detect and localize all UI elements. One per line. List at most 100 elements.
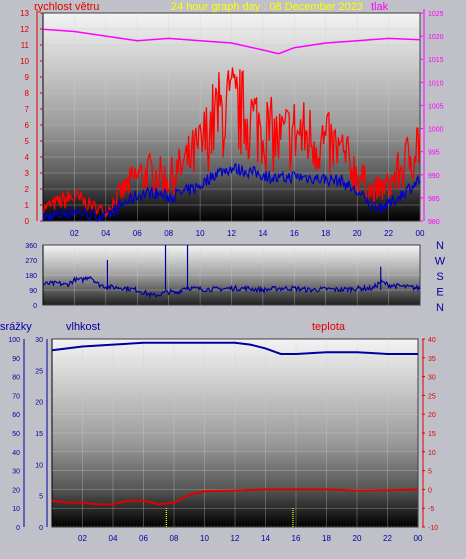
rain-label: srážky <box>0 321 32 333</box>
humidity-y-tick: 10 <box>35 462 43 469</box>
wind-y-tick: 11 <box>21 41 30 50</box>
temperature-y-tick: 15 <box>428 431 436 438</box>
humidity-label: vlhkost <box>66 321 100 333</box>
pressure-label: tlak <box>371 1 389 13</box>
wind-average-line <box>42 162 421 223</box>
humidity-line <box>51 341 418 355</box>
wind-x-tick: 20 <box>353 229 362 238</box>
humidity-y-tick: 5 <box>39 494 43 501</box>
temperature-y-tick: 5 <box>428 469 432 476</box>
wind-y-tick: 10 <box>20 57 29 66</box>
wind-y-tick: 0 <box>25 217 30 226</box>
wind-speed-label: rychlost větru <box>34 1 99 13</box>
temperature-y-tick: 35 <box>428 356 436 363</box>
temperature-line <box>51 488 419 506</box>
pressure-y-tick: 1010 <box>428 80 444 87</box>
temperature-y-tick: 20 <box>428 412 436 419</box>
direction-y-tick: 180 <box>25 273 37 280</box>
pressure-y-tick: 1020 <box>428 34 444 41</box>
compass-label: N <box>436 240 444 252</box>
humidity-x-tick: 18 <box>322 534 331 543</box>
compass-label: S <box>436 271 443 283</box>
humidity-x-tick: 02 <box>78 534 87 543</box>
rain-y-tick: 90 <box>12 356 20 363</box>
humidity-y-tick: 0 <box>39 525 43 532</box>
humidity-x-tick: 08 <box>170 534 179 543</box>
humidity-y-tick: 15 <box>35 431 43 438</box>
rain-y-tick: 0 <box>16 525 20 532</box>
temperature-y-tick: 40 <box>428 337 436 344</box>
temperature-y-tick: 10 <box>428 450 436 457</box>
humidity-x-tick: 22 <box>383 534 392 543</box>
rain-y-tick: 30 <box>12 469 20 476</box>
compass-label: W <box>435 256 446 268</box>
wind-x-tick: 14 <box>258 229 267 238</box>
pressure-y-tick: 990 <box>428 173 440 180</box>
wind-y-tick: 8 <box>25 89 30 98</box>
humidity-y-tick: 25 <box>35 368 43 375</box>
wind-y-tick: 6 <box>25 121 30 130</box>
humidity-x-tick: 14 <box>261 534 270 543</box>
rain-y-tick: 70 <box>12 393 20 400</box>
humidity-x-tick: 04 <box>109 534 118 543</box>
humidity-x-tick: 00 <box>414 534 423 543</box>
pressure-y-tick: 980 <box>428 219 440 226</box>
temperature-y-tick: 25 <box>428 393 436 400</box>
direction-y-tick: 360 <box>25 243 37 250</box>
rain-y-tick: 50 <box>12 431 20 438</box>
wind-y-tick: 7 <box>25 105 30 114</box>
wind-x-tick: 18 <box>321 229 330 238</box>
pressure-y-tick: 1005 <box>428 103 444 110</box>
pressure-y-tick: 1025 <box>428 11 444 18</box>
wind-x-tick: 02 <box>70 229 79 238</box>
wind-speed-line <box>42 67 421 218</box>
wind-x-tick: 22 <box>384 229 393 238</box>
wind-y-tick: 13 <box>20 9 29 18</box>
rain-y-tick: 20 <box>12 487 20 494</box>
wind-x-tick: 12 <box>227 229 236 238</box>
pressure-y-tick: 995 <box>428 150 440 157</box>
wind-y-tick: 5 <box>25 137 30 146</box>
humidity-x-tick: 06 <box>139 534 148 543</box>
wind-y-tick: 2 <box>25 185 30 194</box>
humidity-x-tick: 16 <box>292 534 301 543</box>
humidity-y-tick: 20 <box>35 400 43 407</box>
compass-label: E <box>436 287 443 299</box>
compass-label: N <box>436 302 444 314</box>
temperature-y-tick: -10 <box>428 525 438 532</box>
pressure-line <box>42 28 421 55</box>
wind-x-tick: 00 <box>416 229 425 238</box>
pressure-y-tick: 1000 <box>428 127 444 134</box>
wind-y-tick: 4 <box>25 153 30 162</box>
rain-y-tick: 40 <box>12 450 20 457</box>
wind-x-tick: 06 <box>133 229 142 238</box>
wind-y-tick: 9 <box>25 73 30 82</box>
direction-y-tick: 270 <box>25 258 37 265</box>
wind-x-tick: 08 <box>164 229 173 238</box>
rain-y-tick: 10 <box>12 506 20 513</box>
humidity-y-tick: 30 <box>35 337 43 344</box>
humidity-x-tick: 10 <box>200 534 209 543</box>
direction-y-tick: 90 <box>29 288 37 295</box>
wind-y-tick: 12 <box>20 25 29 34</box>
temperature-y-tick: -5 <box>428 506 434 513</box>
wind-y-tick: 1 <box>25 201 30 210</box>
humidity-x-tick: 20 <box>353 534 362 543</box>
pressure-y-tick: 1015 <box>428 57 444 64</box>
wind-direction-line <box>42 275 421 299</box>
wind-y-tick: 3 <box>25 169 30 178</box>
wind-x-tick: 10 <box>196 229 205 238</box>
wind-x-tick: 04 <box>101 229 110 238</box>
rain-y-tick: 100 <box>8 337 20 344</box>
direction-y-tick: 0 <box>33 303 37 310</box>
wind-x-tick: 16 <box>290 229 299 238</box>
humidity-x-tick: 12 <box>231 534 240 543</box>
graph-title: 24 hour graph day : 08 December 2023 <box>171 1 363 13</box>
temperature-y-tick: 30 <box>428 375 436 382</box>
temperature-label: teplota <box>312 321 346 333</box>
temperature-y-tick: 0 <box>428 487 432 494</box>
rain-y-tick: 80 <box>12 375 20 382</box>
pressure-y-tick: 985 <box>428 196 440 203</box>
